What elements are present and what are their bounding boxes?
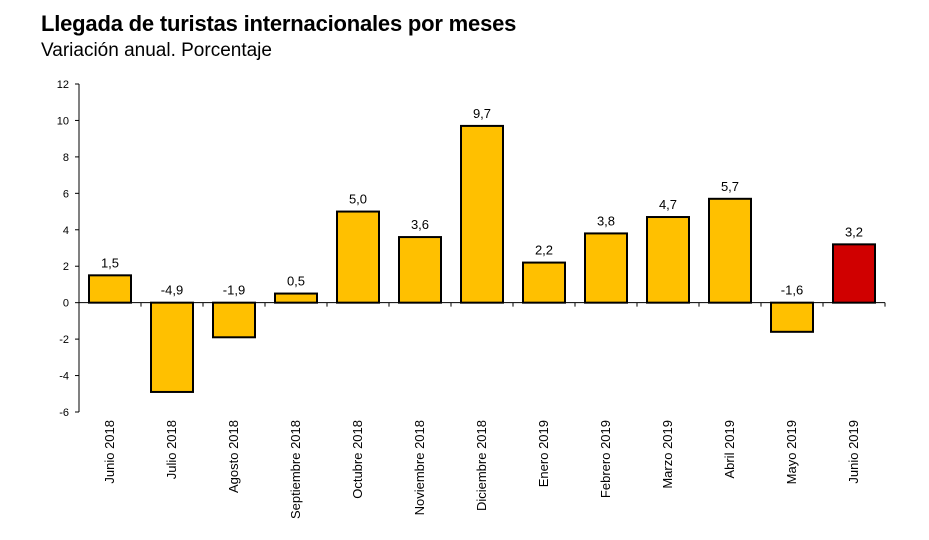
y-tick-label: 6 [63,188,69,200]
y-tick-label: 4 [63,225,69,237]
data-label: 3,8 [597,213,615,228]
bar [646,216,690,304]
y-tick-label: 0 [63,298,69,310]
y-tick-label: 10 [57,115,69,127]
x-tick-label: Agosto 2018 [226,420,241,493]
x-tick-label: Diciembre 2018 [474,420,489,511]
bar [88,274,132,304]
x-tick-label: Febrero 2019 [598,420,613,498]
data-label: 0,5 [287,274,305,289]
x-tick-label: Junio 2018 [102,420,117,484]
data-label: 9,7 [473,106,491,121]
data-label: 5,7 [721,179,739,194]
data-label: -4,9 [161,283,183,298]
bar [212,301,256,339]
bar [832,243,876,304]
data-label: 5,0 [349,192,367,207]
bar [522,261,566,304]
x-tick-label: Junio 2019 [846,420,861,484]
x-tick-label: Mayo 2019 [784,420,799,484]
y-tick-label: -6 [59,407,69,419]
x-tick-label: Julio 2018 [164,420,179,479]
y-tick-label: 2 [63,261,69,273]
bar [460,124,504,304]
data-label: 1,5 [101,255,119,270]
bar [584,232,628,304]
x-tick-label: Septiembre 2018 [288,420,303,519]
y-tick-label: -2 [59,334,69,346]
bar [770,301,814,333]
chart-subtitle: Variación anual. Porcentaje [41,40,272,61]
data-label: -1,9 [223,283,245,298]
bar [398,236,442,304]
y-tick-label: -4 [59,371,69,383]
x-tick-label: Octubre 2018 [350,420,365,499]
y-tick-label: 12 [57,79,69,91]
x-tick-label: Enero 2019 [536,420,551,487]
x-tick-label: Marzo 2019 [660,420,675,489]
bar [708,197,752,304]
data-label: 3,2 [845,224,863,239]
data-label: 2,2 [535,243,553,258]
data-label: -1,6 [781,283,803,298]
data-label: 4,7 [659,197,677,212]
x-tick-label: Noviembre 2018 [412,420,427,515]
data-label: 3,6 [411,217,429,232]
y-tick-label: 8 [63,152,69,164]
bar [336,210,380,304]
x-tick-label: Abril 2019 [722,420,737,479]
chart-title: Llegada de turistas internacionales por … [41,11,517,36]
bar [150,301,194,393]
bar [274,292,318,304]
